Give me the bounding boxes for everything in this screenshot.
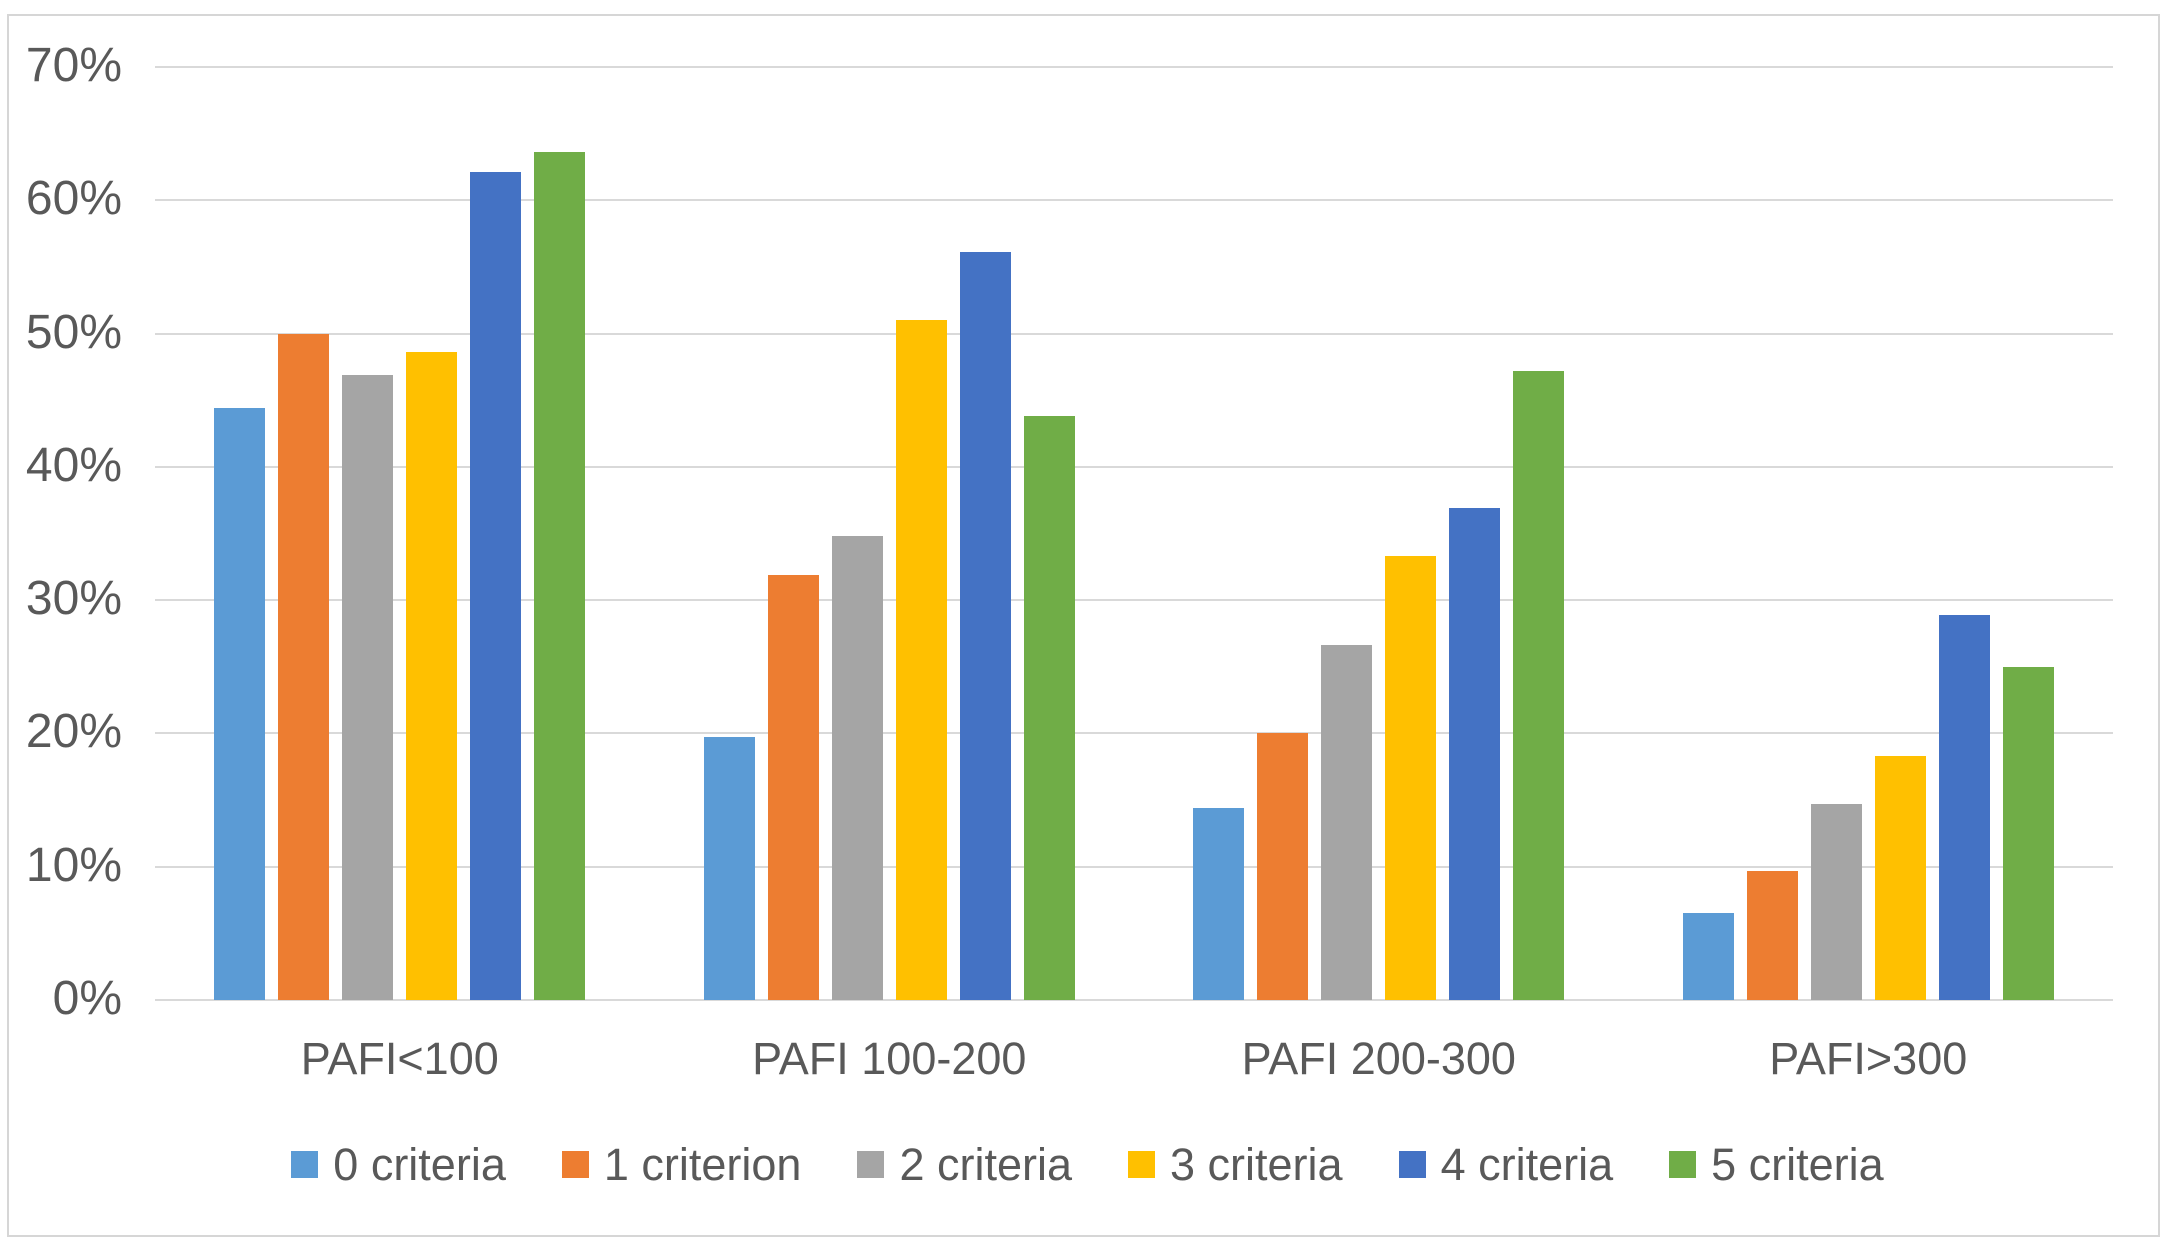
bar-4-criteria-1	[470, 172, 522, 1000]
bar-groups	[155, 67, 2113, 1000]
gridline-30%	[155, 599, 2113, 602]
legend-label: 4 criteria	[1440, 1139, 1614, 1190]
gridline-20%	[155, 732, 2113, 735]
bar-4-criteria-2	[959, 252, 1011, 1000]
bar-group-3	[1134, 67, 1624, 1000]
bar-3-criteria-4	[1874, 756, 1926, 1000]
bar-2-criteria-1	[342, 374, 394, 1000]
bar-3-criteria-3	[1385, 556, 1437, 1000]
bar-0-criteria-4	[1682, 913, 1734, 1000]
legend-swatch-icon	[561, 1151, 589, 1178]
legend-item-1-criterion: 1 criterion	[561, 1139, 802, 1190]
y-tick-label-0%: 0%	[52, 972, 122, 1026]
gridline-10%	[155, 865, 2113, 868]
y-tick-label-10%: 10%	[25, 838, 122, 892]
legend: 0 criteria 1 criterion 2 criteria 3 criteri…	[0, 1142, 2175, 1187]
x-category-label-3: PAFI 200-300	[1241, 1033, 1516, 1084]
x-category-label-4: PAFI>300	[1769, 1033, 1968, 1084]
y-tick-label-60%: 60%	[25, 172, 122, 226]
bar-1-criterion-2	[767, 574, 819, 1000]
legend-swatch-icon	[1669, 1151, 1697, 1178]
legend-item-0-criteria: 0 criteria	[291, 1142, 506, 1187]
bar-group-2	[645, 67, 1135, 1000]
legend-item-2-criteria: 2 criteria	[857, 1142, 1072, 1187]
x-axis-line	[155, 999, 2113, 1001]
gridline-40%	[155, 465, 2113, 468]
bar-5-criteria-3	[1513, 370, 1565, 1000]
y-tick-label-50%: 50%	[25, 305, 122, 359]
bar-0-criteria-1	[214, 408, 266, 1000]
bar-1-criterion-1	[278, 333, 330, 1000]
x-category-label-1: PAFI<100	[300, 1033, 499, 1084]
bar-2-criteria-3	[1321, 645, 1373, 1000]
bar-1-criterion-3	[1257, 733, 1309, 1000]
bar-2-criteria-4	[1810, 804, 1862, 1000]
legend-swatch-icon	[857, 1151, 885, 1178]
bar-3-criteria-1	[406, 352, 458, 1000]
legend-label: 1 criterion	[603, 1139, 802, 1190]
legend-swatch-icon	[291, 1151, 319, 1178]
x-category-label-2: PAFI 100-200	[752, 1033, 1027, 1084]
bar-4-criteria-4	[1938, 614, 1990, 1000]
y-tick-label-40%: 40%	[25, 438, 122, 492]
bar-2-criteria-2	[831, 536, 883, 1000]
y-axis-tick-labels: 0% 10% 20% 30% 40% 50% 60% 70%	[0, 42, 122, 1023]
legend-label: 5 criteria	[1711, 1139, 1884, 1190]
bar-5-criteria-2	[1023, 416, 1075, 1000]
plot-area	[155, 66, 2113, 1001]
bar-group-4	[1624, 67, 2114, 1000]
bar-4-criteria-3	[1449, 508, 1501, 1000]
gridline-60%	[155, 199, 2113, 202]
bar-group-1	[155, 67, 645, 1000]
gridline-70%	[155, 66, 2113, 68]
bar-3-criteria-2	[895, 320, 947, 1000]
bar-5-criteria-1	[534, 152, 586, 1000]
bar-0-criteria-2	[703, 737, 755, 1000]
gridline-50%	[155, 332, 2113, 335]
y-tick-label-30%: 30%	[25, 572, 122, 626]
legend-swatch-icon	[1398, 1151, 1426, 1178]
legend-label: 2 criteria	[899, 1139, 1072, 1190]
legend-item-3-criteria: 3 criteria	[1128, 1142, 1343, 1187]
legend-swatch-icon	[1128, 1151, 1155, 1178]
legend-item-4-criteria: 4 criteria	[1398, 1139, 1614, 1190]
bar-1-criterion-4	[1746, 870, 1798, 1000]
legend-label: 3 criteria	[1170, 1139, 1343, 1190]
bar-0-criteria-3	[1193, 808, 1245, 1000]
y-tick-label-20%: 20%	[25, 705, 122, 759]
x-axis-category-labels: PAFI<100 PAFI 100-200 PAFI 200-300 PAFI>300	[155, 1036, 2113, 1081]
bar-5-criteria-4	[2002, 666, 2054, 1000]
legend-label: 0 criteria	[333, 1139, 506, 1190]
y-tick-label-70%: 70%	[25, 39, 122, 93]
legend-item-5-criteria: 5 criteria	[1669, 1142, 1884, 1187]
